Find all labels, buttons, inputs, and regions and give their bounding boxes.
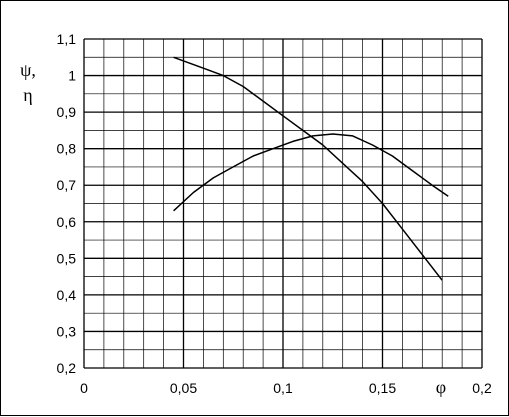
x-tick-label: 0,15 [369, 380, 396, 396]
y-tick-label: 0,5 [57, 250, 77, 266]
y-tick-label: 0,3 [57, 323, 77, 339]
y-tick-label: 0,7 [57, 177, 77, 193]
x-tick-label: 0,2 [472, 380, 492, 396]
series-line-2 [173, 133, 449, 212]
y-axis-label-eta: η [23, 85, 32, 105]
y-tick-label: 0,6 [57, 214, 77, 230]
y-tick-label: 0,9 [57, 104, 77, 120]
y-tick-label: 1 [68, 68, 76, 84]
x-tick-label: 0,1 [273, 380, 293, 396]
y-tick-label: 0,2 [57, 360, 77, 376]
y-axis-label-psi: ψ, [20, 60, 36, 80]
y-tick-label: 0,8 [57, 141, 77, 157]
tick-labels: 0,2 0,3 0,4 0,5 0,6 0,7 0,8 0,9 1 1,1 0 0,05 0,1 0,15… [57, 31, 492, 396]
series-line-1 [173, 56, 443, 281]
major-gridlines [83, 38, 483, 369]
x-axis-label-phi: φ [436, 377, 446, 397]
series-layer [173, 56, 449, 281]
y-tick-label: 1,1 [57, 31, 77, 47]
x-tick-label: 0 [80, 380, 88, 396]
y-tick-label: 0,4 [57, 287, 77, 303]
x-tick-label: 0,05 [170, 380, 197, 396]
